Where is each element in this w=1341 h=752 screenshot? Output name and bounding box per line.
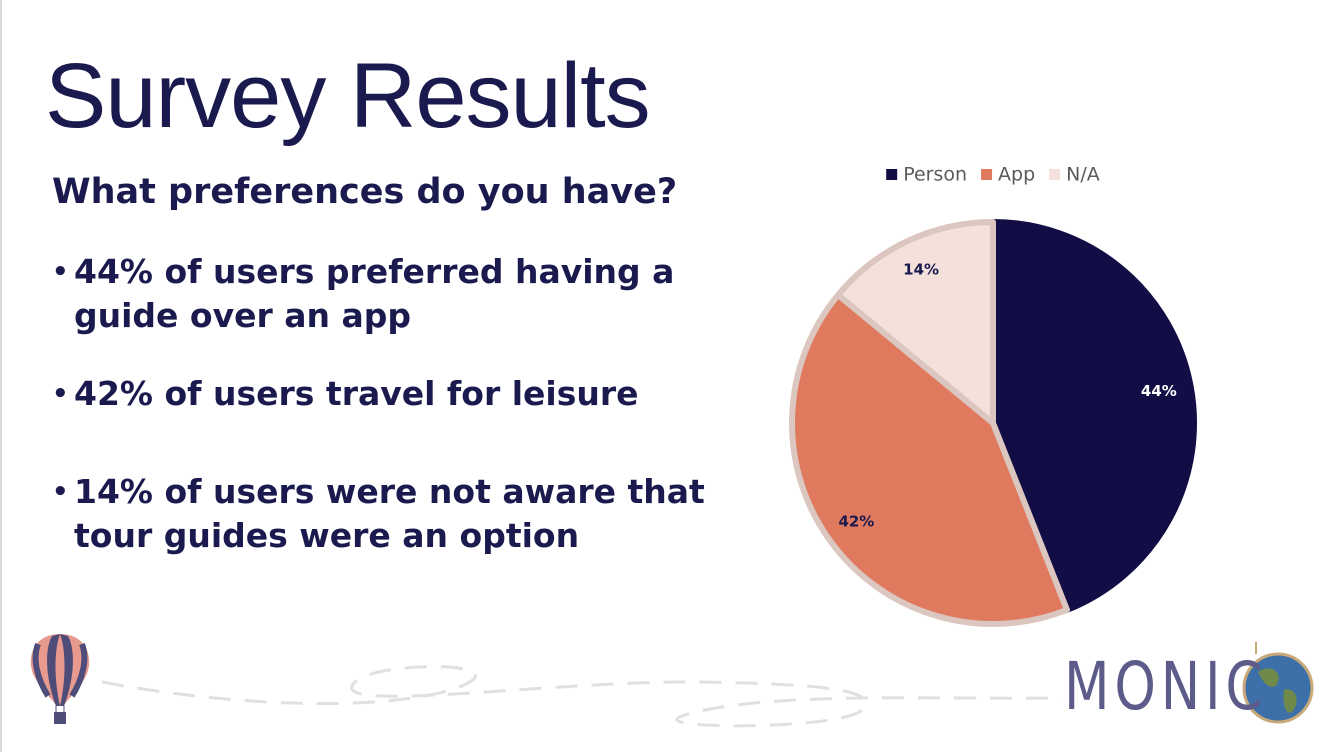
data-label: 42% (838, 513, 874, 531)
slide-title: Survey Results (45, 45, 651, 147)
pie-chart: 44% 42% 14% Person App N/A (789, 164, 1197, 627)
bullet: 44% of users preferred having a guide ov… (52, 250, 732, 338)
globe (1242, 642, 1314, 724)
pie-slice (789, 291, 1070, 627)
legend-swatch (1049, 169, 1061, 180)
decoration (30, 634, 1314, 728)
balloon (30, 634, 90, 724)
data-label: 44% (1141, 382, 1177, 400)
legend-label: Person (903, 164, 967, 186)
legend-label: App (998, 164, 1035, 186)
legend-label: N/A (1066, 164, 1100, 186)
dashed-path (101, 665, 1063, 728)
data-label: 14% (903, 261, 939, 279)
pie-slice (835, 219, 996, 426)
bullet: 14% of users were not aware that tour gu… (52, 470, 732, 558)
bullet: 42% of users travel for leisure (52, 372, 732, 416)
legend-swatch (981, 169, 993, 180)
slide-subtitle: What preferences do you have? (52, 172, 678, 212)
legend-swatch (886, 169, 898, 180)
bullet-list: 44% of users preferred having a guide ov… (52, 250, 732, 558)
logo-text: MONIC (1064, 648, 1268, 725)
pie-slice (990, 219, 1197, 613)
